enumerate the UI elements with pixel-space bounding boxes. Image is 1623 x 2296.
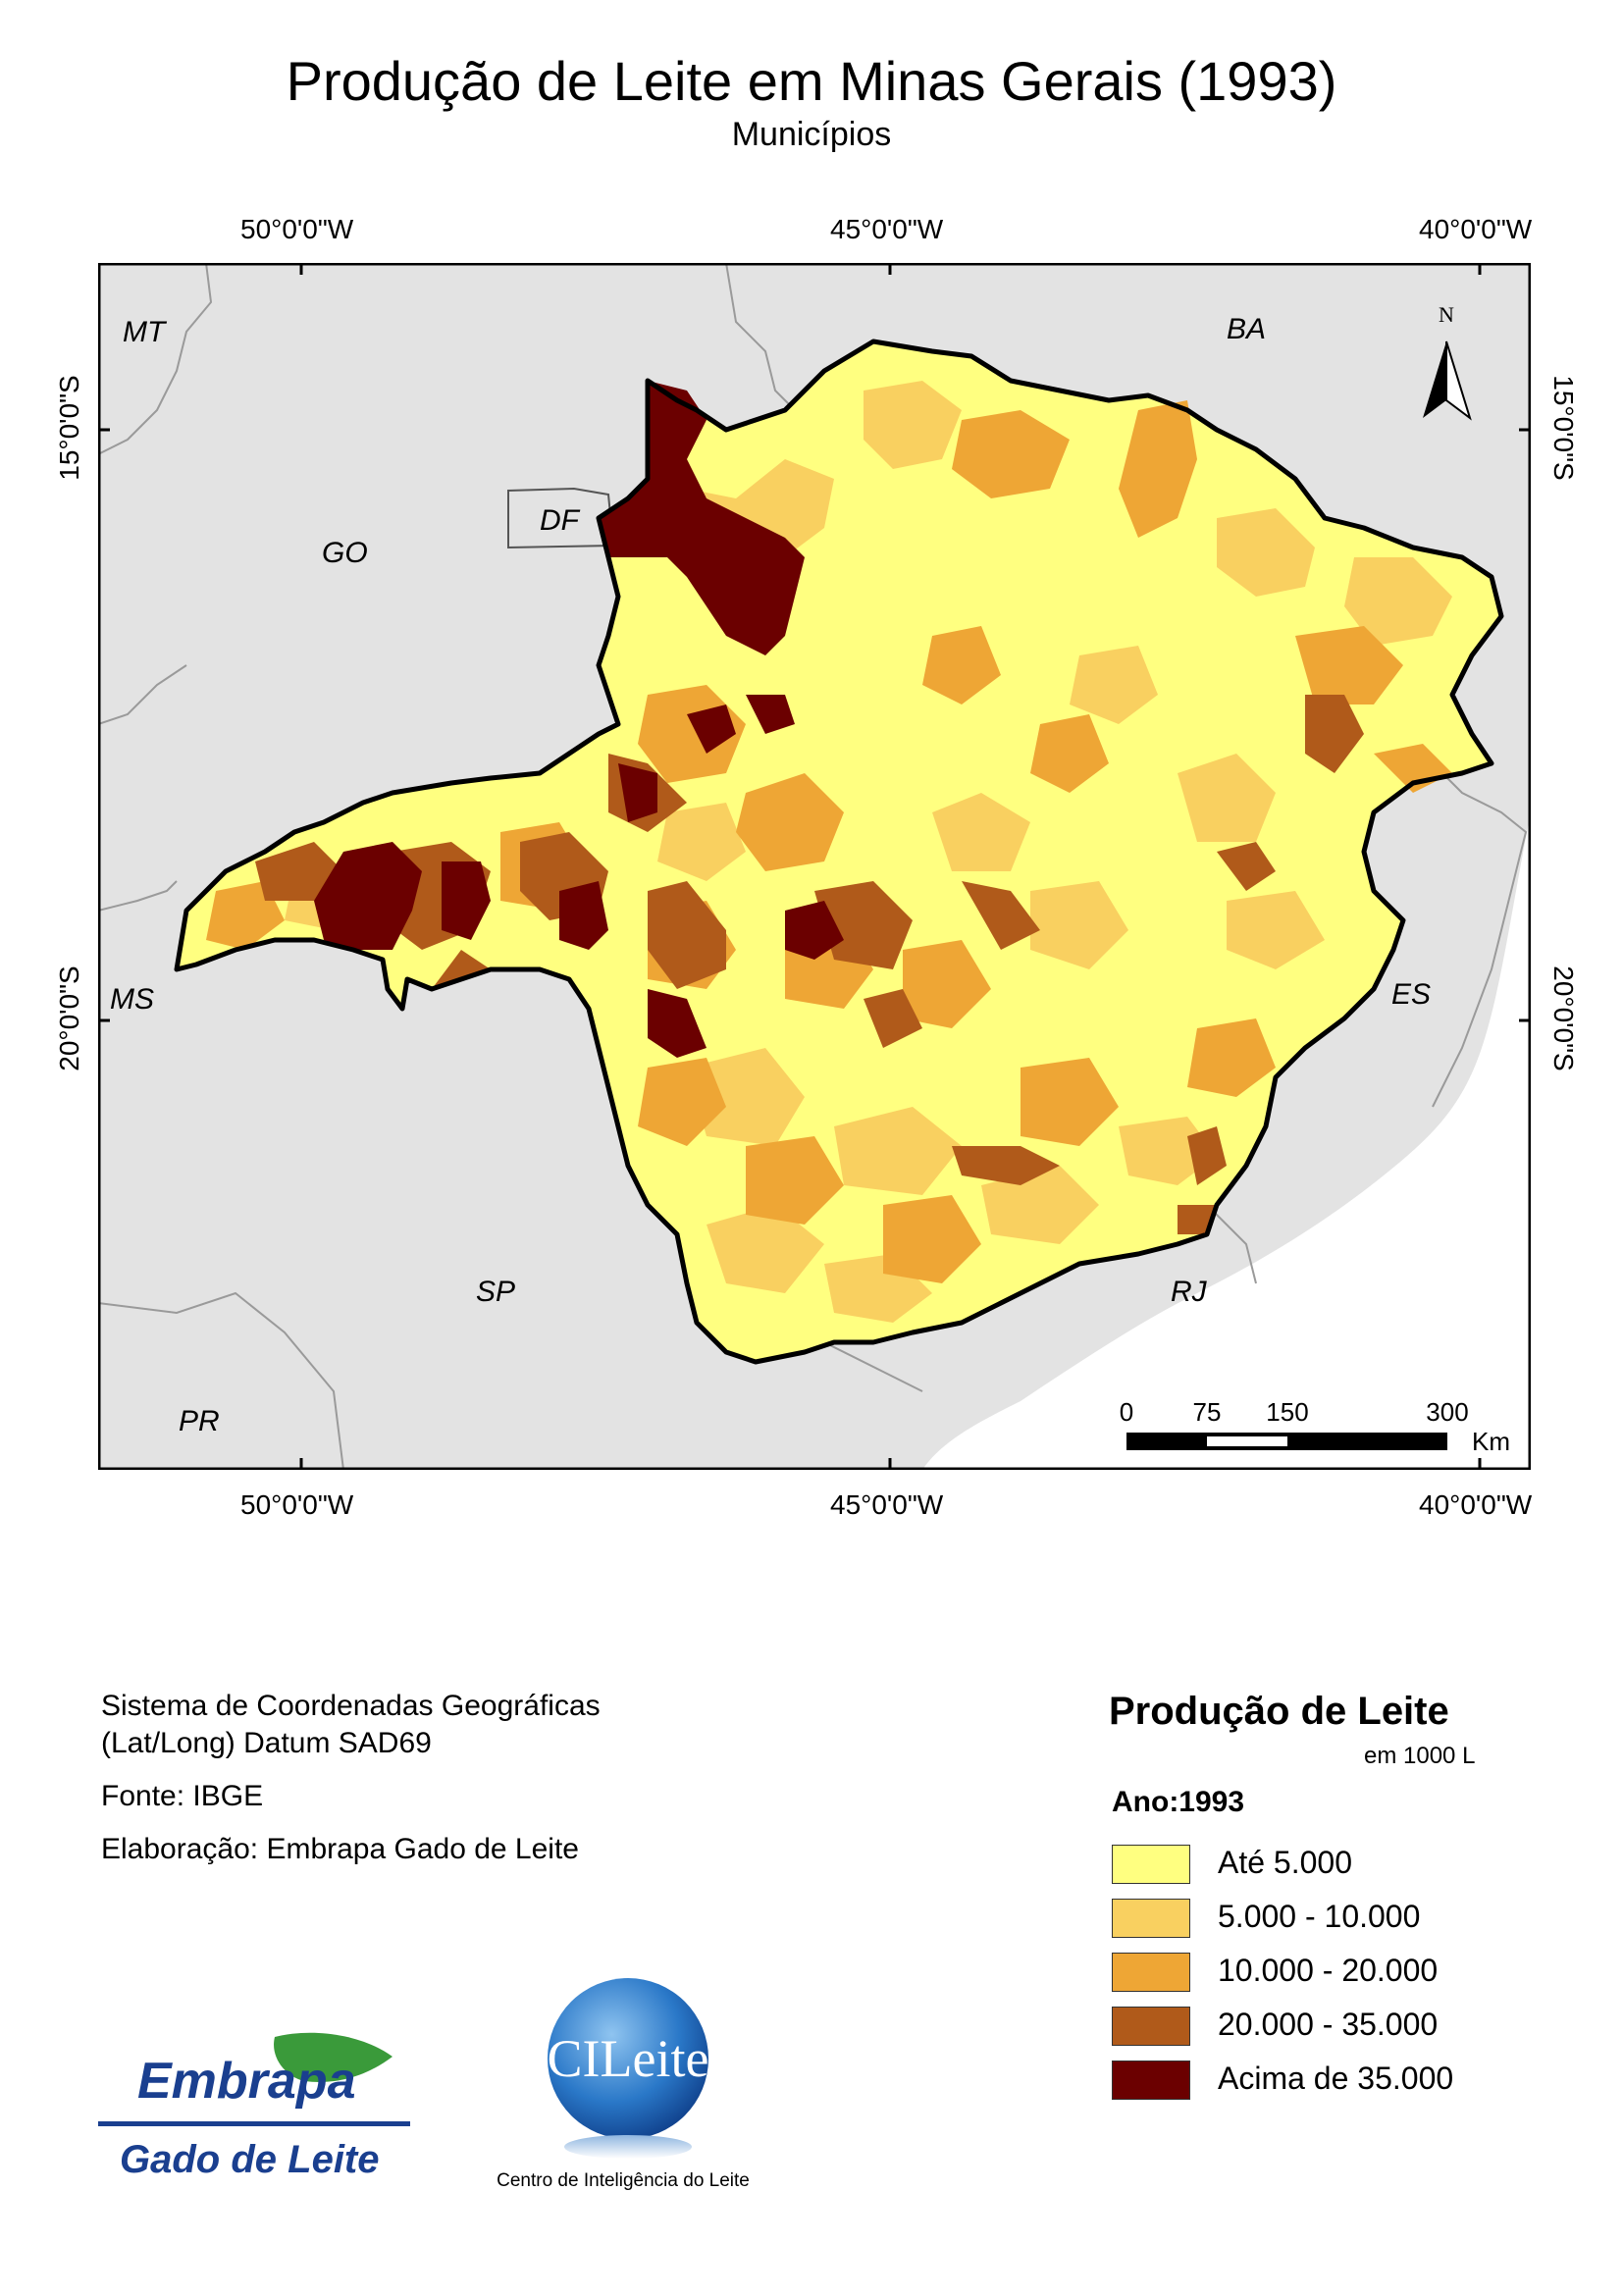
minas-gerais <box>174 339 1504 1365</box>
graticule-top-45w: 45°0'0"W <box>830 214 944 244</box>
legend-label: 10.000 - 20.000 <box>1218 1953 1439 1988</box>
coordinate-system-line1: Sistema de Coordenadas Geográficas <box>101 1690 601 1722</box>
scale-tick-150: 150 <box>1266 1397 1308 1427</box>
legend-swatch <box>1112 1899 1190 1938</box>
scale-tick-300: 300 <box>1426 1397 1468 1427</box>
scale-bar: 0 75 150 300 Km <box>1120 1397 1510 1456</box>
north-letter: N <box>1439 302 1454 327</box>
graticule-left-15s: 15°0'0"S <box>54 375 84 481</box>
label-df: DF <box>540 504 581 537</box>
label-ms: MS <box>110 983 154 1016</box>
legend-label: 20.000 - 35.000 <box>1218 2007 1439 2042</box>
label-go: GO <box>322 537 368 569</box>
label-mt: MT <box>123 316 168 348</box>
legend-label: 5.000 - 10.000 <box>1218 1899 1421 1934</box>
legend-unit: em 1000 L <box>1364 1743 1476 1769</box>
embrapa-unit: Gado de Leite <box>120 2138 380 2181</box>
graticule-bottom-40w: 40°0'0"W <box>1419 1489 1533 1520</box>
coordinate-system-line2: (Lat/Long) Datum SAD69 <box>101 1727 432 1759</box>
state-fill <box>177 341 1501 1362</box>
map-frame: MT BA GO DF MS ES SP RJ PR N 0 75 150 30… <box>98 263 1531 1470</box>
cileite-logo: CILeite Centro de Inteligência do Leite <box>497 1978 750 2191</box>
scale-tick-75: 75 <box>1193 1397 1222 1427</box>
graticule-bottom-45w: 45°0'0"W <box>830 1489 944 1520</box>
cileite-caption: Centro de Inteligência do Leite <box>497 2170 750 2191</box>
graticule-top-50w: 50°0'0"W <box>240 214 354 244</box>
graticule-top-40w: 40°0'0"W <box>1419 214 1533 244</box>
embrapa-name: Embrapa <box>137 2053 356 2110</box>
scale-unit: Km <box>1472 1427 1510 1456</box>
state-outline <box>174 339 1504 1365</box>
graticule-right-20s: 20°0'0"S <box>1548 965 1579 1071</box>
graticule-left-20s: 20°0'0"S <box>54 965 84 1071</box>
legend-swatch <box>1112 2007 1190 2046</box>
legend-year: Ano:1993 <box>1112 1786 1245 1818</box>
map-border <box>98 263 1531 1470</box>
label-rj: RJ <box>1171 1276 1208 1308</box>
embrapa-logo: Embrapa Gado de Leite <box>98 2032 410 2181</box>
graticule-bottom-50w: 50°0'0"W <box>240 1489 354 1520</box>
ocean <box>922 812 1531 1470</box>
legend-swatch <box>1112 1845 1190 1884</box>
cileite-name: CILeite <box>548 2029 709 2088</box>
legend-label: Até 5.000 <box>1218 1845 1352 1880</box>
legend-swatch <box>1112 2061 1190 2100</box>
graticule-right-15s: 15°0'0"S <box>1548 375 1579 481</box>
label-sp: SP <box>476 1276 515 1308</box>
map-title: Produção de Leite em Minas Gerais (1993) <box>286 50 1337 112</box>
north-arrow-icon: N <box>1423 302 1472 421</box>
data-source: Fonte: IBGE <box>101 1780 264 1812</box>
legend-swatch <box>1112 1953 1190 1992</box>
legend-label: Acima de 35.000 <box>1218 2061 1454 2096</box>
label-ba: BA <box>1227 313 1266 345</box>
map-credits: Sistema de Coordenadas Geográficas (Lat/… <box>101 1688 601 1868</box>
label-es: ES <box>1391 978 1431 1011</box>
graticule-ticks <box>98 263 1531 1470</box>
scale-tick-0: 0 <box>1120 1397 1133 1427</box>
label-pr: PR <box>179 1405 220 1437</box>
map-author: Elaboração: Embrapa Gado de Leite <box>101 1833 579 1865</box>
map-subtitle: Municípios <box>731 116 892 153</box>
legend-title: Produção de Leite <box>1109 1690 1449 1733</box>
